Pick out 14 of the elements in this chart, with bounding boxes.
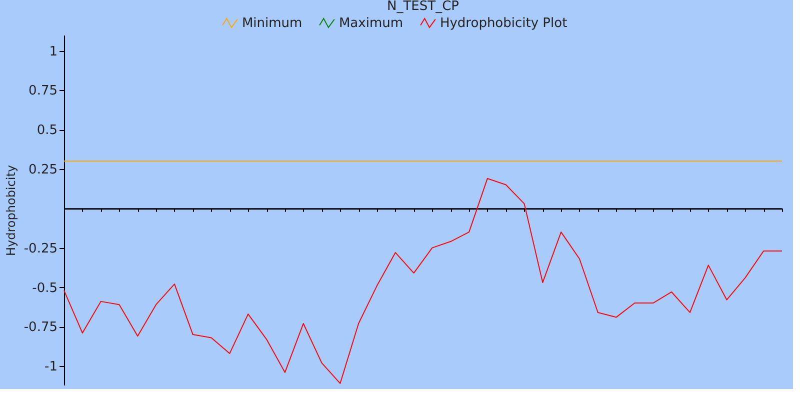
legend-label: Minimum <box>242 16 302 31</box>
y-tick-label: -0.75 <box>24 320 58 336</box>
chart-title: N_TEST_CP <box>387 0 460 14</box>
line-series <box>64 178 782 384</box>
y-tick-label: -1 <box>44 360 58 375</box>
y-tick-label: -0.5 <box>32 280 58 296</box>
y-tick-label: 0.25 <box>28 162 58 178</box>
y-axis-title: Hydrophobicity <box>4 164 18 256</box>
y-tick-label: 1 <box>49 44 58 60</box>
legend-label: Maximum <box>338 16 404 31</box>
y-tick-label: 0.75 <box>28 84 58 99</box>
legend-label: Hydrophobicity Plot <box>440 16 568 31</box>
y-tick-label: 0.5 <box>36 123 58 138</box>
y-tick-label: -0.25 <box>24 241 58 256</box>
